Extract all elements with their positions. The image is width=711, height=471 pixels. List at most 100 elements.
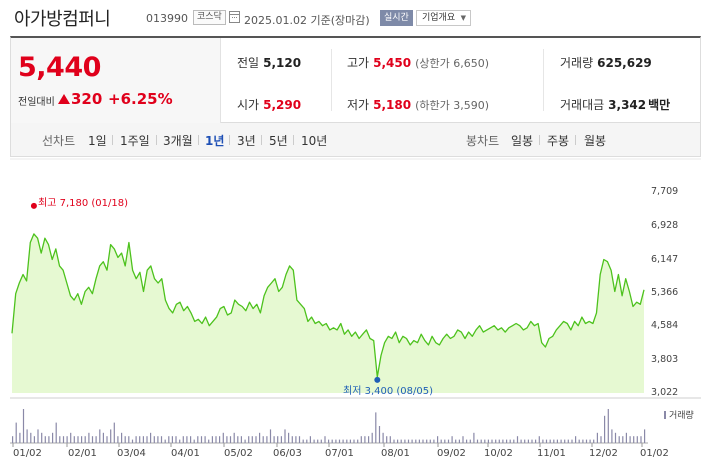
volume-bar xyxy=(135,436,137,443)
volume-bar xyxy=(371,432,373,443)
x-tick-label: 02/01 xyxy=(68,448,97,459)
volume-bar xyxy=(175,436,177,443)
company-overview-dropdown[interactable]: 기업개요 ▼ xyxy=(416,10,471,26)
volume-bar xyxy=(480,439,482,443)
period-5y[interactable]: 5년 xyxy=(269,134,288,148)
volume-bar xyxy=(160,436,163,443)
lower-limit: (하한가 3,590) xyxy=(415,99,489,112)
calendar-icon xyxy=(229,11,240,23)
volume-bar xyxy=(487,439,489,443)
period-10y[interactable]: 10년 xyxy=(301,134,328,148)
volume-bar xyxy=(211,436,213,443)
volume-bar xyxy=(513,439,515,443)
volume-bar xyxy=(622,436,624,443)
x-tick-label: 08/01 xyxy=(381,448,410,459)
y-tick-label: 6,147 xyxy=(651,254,679,265)
y-tick-label: 4,584 xyxy=(651,320,679,331)
candle-monthly[interactable]: 월봉 xyxy=(584,134,607,148)
volume-bar xyxy=(226,436,228,443)
volume-bar xyxy=(30,432,32,443)
stat-value: 3,342 xyxy=(608,98,647,112)
volume-bar xyxy=(640,436,642,443)
volume-bar xyxy=(393,439,395,443)
volume-bar xyxy=(531,439,533,443)
price-chart: 7,709 6,928 6,147 5,366 4,584 3,803 3,02… xyxy=(0,157,711,471)
volume-bar xyxy=(429,439,431,443)
current-price-panel: 5,440 전일대비 320 +6.25% xyxy=(11,38,221,123)
stat-label: 고가 xyxy=(347,56,370,70)
volume-bar xyxy=(73,436,75,443)
volume-bar xyxy=(320,439,322,443)
volume-bar xyxy=(121,432,123,443)
chevron-down-icon: ▼ xyxy=(460,14,466,22)
chart-period-bar: 선차트 1일 1주일 3개월 1년 3년 5년 10년 봉차트 일봉 주봉 월봉 xyxy=(10,123,701,157)
volume-bar xyxy=(309,436,311,443)
realtime-button[interactable]: 실시간 xyxy=(380,10,413,26)
volume-bar xyxy=(611,429,613,443)
volume-bar xyxy=(386,436,388,443)
volume-bar xyxy=(625,432,627,443)
volume-bar xyxy=(317,439,319,443)
volume-bar xyxy=(462,436,464,443)
volume-bar xyxy=(407,439,410,443)
divider xyxy=(293,135,294,145)
volume-bar xyxy=(397,439,399,443)
volume-bar xyxy=(306,439,308,443)
x-tick-label: 03/04 xyxy=(117,448,146,459)
volume-bar xyxy=(157,436,159,443)
volume-bar xyxy=(328,439,330,443)
period-3y[interactable]: 3년 xyxy=(237,134,256,148)
period-3m[interactable]: 3개월 xyxy=(163,134,193,148)
volume-bar xyxy=(585,439,588,443)
candle-chart-title: 봉차트 xyxy=(466,134,500,148)
volume-bar xyxy=(284,429,286,443)
stat-volume: 거래량 625,629 xyxy=(560,54,652,71)
volume-bar xyxy=(262,436,264,443)
volume-bar xyxy=(179,439,181,443)
company-overview-label: 기업개요 xyxy=(422,13,456,23)
x-tick-label: 01/02 xyxy=(13,448,42,459)
volume-bar xyxy=(349,439,351,443)
volume-bar xyxy=(288,432,290,443)
period-1w[interactable]: 1주일 xyxy=(120,134,150,148)
period-1y[interactable]: 1년 xyxy=(205,134,225,148)
volume-bar xyxy=(219,436,221,443)
volume-bar xyxy=(15,422,17,443)
change-value: 320 xyxy=(71,90,103,108)
volume-bar xyxy=(575,436,577,443)
volume-bar xyxy=(535,439,537,443)
stat-value: 625,629 xyxy=(597,56,652,70)
divider xyxy=(331,49,332,111)
stat-value: 5,120 xyxy=(263,56,302,70)
volume-bar xyxy=(437,436,439,443)
volume-bar xyxy=(451,436,453,443)
volume-bar xyxy=(545,439,548,443)
candle-weekly[interactable]: 주봉 xyxy=(547,134,570,148)
stat-label: 거래량 xyxy=(560,56,594,70)
volume-bar xyxy=(33,436,35,443)
stat-label: 전일 xyxy=(237,56,260,70)
volume-bar xyxy=(527,439,529,443)
volume-bar xyxy=(418,439,420,443)
volume-bar xyxy=(542,439,544,443)
period-1d[interactable]: 1일 xyxy=(88,134,107,148)
volume-bar xyxy=(368,436,370,443)
y-tick-label: 6,928 xyxy=(651,220,679,231)
volume-bar xyxy=(19,432,21,443)
stat-open: 시가 5,290 xyxy=(237,96,301,113)
volume-bar xyxy=(353,439,355,443)
volume-bar xyxy=(22,409,25,443)
volume-bar xyxy=(520,439,522,443)
volume-bar xyxy=(593,439,595,443)
volume-bar xyxy=(509,439,511,443)
company-name: 아가방컴퍼니 xyxy=(14,9,111,30)
stat-amount: 거래대금 3,342 백만 xyxy=(560,96,670,113)
stat-label: 시가 xyxy=(237,98,260,112)
y-tick-label: 3,022 xyxy=(651,387,679,398)
low-marker xyxy=(374,376,381,383)
volume-bar xyxy=(364,436,366,443)
volume-bar xyxy=(248,436,250,443)
volume-bar xyxy=(335,439,337,443)
candle-daily[interactable]: 일봉 xyxy=(511,134,534,148)
volume-bar xyxy=(571,439,573,443)
